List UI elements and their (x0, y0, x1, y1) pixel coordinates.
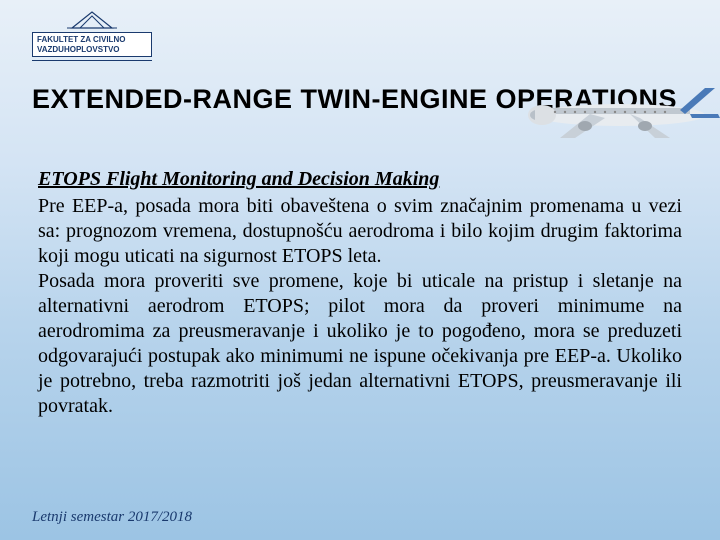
paragraph-1: Pre EEP-a, posada mora biti obaveštena o… (38, 194, 682, 269)
logo-divider (32, 60, 152, 61)
logo-text-line1: FAKULTET ZA CIVILNO (37, 35, 147, 45)
airplane-graphic (520, 70, 720, 150)
logo-area: FAKULTET ZA CIVILNO VAZDUHOPLOVSTVO (32, 10, 152, 60)
logo-text-line2: VAZDUHOPLOVSTVO (37, 45, 147, 55)
footer-text: Letnji semestar 2017/2018 (32, 509, 192, 526)
section-subtitle: ETOPS Flight Monitoring and Decision Mak… (38, 168, 439, 191)
body-text: Pre EEP-a, posada mora biti obaveštena o… (38, 194, 682, 419)
logo-text-box: FAKULTET ZA CIVILNO VAZDUHOPLOVSTVO (32, 32, 152, 57)
logo-emblem (62, 10, 122, 30)
paragraph-2: Posada mora proveriti sve promene, koje … (38, 269, 682, 419)
